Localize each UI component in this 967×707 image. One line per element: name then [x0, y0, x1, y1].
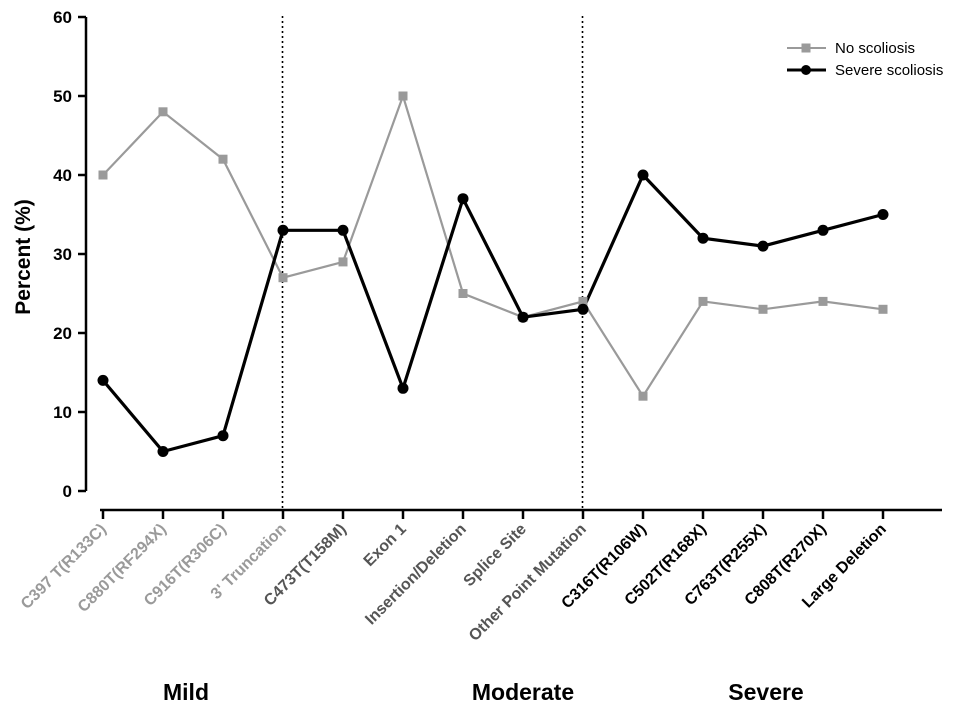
data-point-square: [878, 304, 888, 314]
data-point-circle: [757, 240, 769, 252]
y-axis-label: Percent (%): [12, 199, 35, 315]
x-tick-label: Insertion/Deletion: [362, 521, 470, 629]
data-point-square: [338, 257, 348, 267]
data-point-circle: [97, 374, 109, 386]
data-point-circle: [457, 193, 469, 205]
series-markers: [97, 91, 889, 457]
data-point-circle: [277, 224, 289, 236]
data-point-square: [158, 107, 168, 117]
x-tick-labels: C397 T(R133C)C880T(RF294X)C916T(R306C)3'…: [18, 521, 890, 645]
series-lines: [101, 92, 884, 454]
data-point-square: [698, 296, 708, 306]
data-point-circle: [697, 232, 709, 244]
legend: No scoliosis Severe scoliosis: [787, 40, 943, 79]
y-tick-label: 50: [53, 87, 72, 106]
y-tick-labels: 0 10 20 30 40 50 60: [53, 8, 72, 501]
y-tick-label: 40: [53, 166, 72, 185]
legend-marker-square: [801, 43, 811, 53]
data-point-square: [398, 91, 408, 101]
data-point-circle: [157, 446, 169, 457]
y-tick-label: 60: [53, 8, 72, 27]
data-point-square: [278, 273, 288, 283]
data-point-square: [218, 154, 228, 164]
data-point-circle: [517, 311, 529, 323]
data-point-square: [578, 296, 588, 306]
data-point-square: [98, 170, 108, 180]
data-point-square: [638, 391, 648, 401]
axes: [78, 15, 942, 519]
group-label-mild: Mild: [163, 679, 209, 705]
x-tick-label: Exon 1: [361, 521, 410, 570]
legend-label: Severe scoliosis: [835, 62, 943, 79]
legend-marker-circle: [801, 65, 811, 75]
y-tick-label: 10: [53, 403, 72, 422]
group-label-severe: Severe: [728, 679, 803, 705]
group-labels: Mild Moderate Severe: [163, 679, 804, 705]
group-label-moderate: Moderate: [472, 679, 574, 705]
legend-label: No scoliosis: [835, 40, 915, 57]
data-point-circle: [217, 430, 229, 442]
series-line-1: [102, 92, 884, 399]
data-point-circle: [637, 169, 649, 181]
data-point-circle: [577, 303, 589, 315]
y-tick-label: 20: [53, 324, 72, 343]
group-dividers: [281, 16, 584, 510]
data-point-circle: [397, 382, 409, 394]
series-line-2: [101, 172, 884, 454]
data-point-square: [758, 304, 768, 314]
y-tick-label: 30: [53, 245, 72, 264]
data-point-circle: [337, 224, 349, 236]
data-point-square: [458, 289, 468, 298]
x-tick-label: Other Point Mutation: [466, 521, 590, 645]
data-point-square: [818, 296, 828, 306]
data-point-circle: [817, 224, 829, 236]
data-point-circle: [877, 209, 889, 220]
y-tick-label: 0: [63, 482, 72, 501]
